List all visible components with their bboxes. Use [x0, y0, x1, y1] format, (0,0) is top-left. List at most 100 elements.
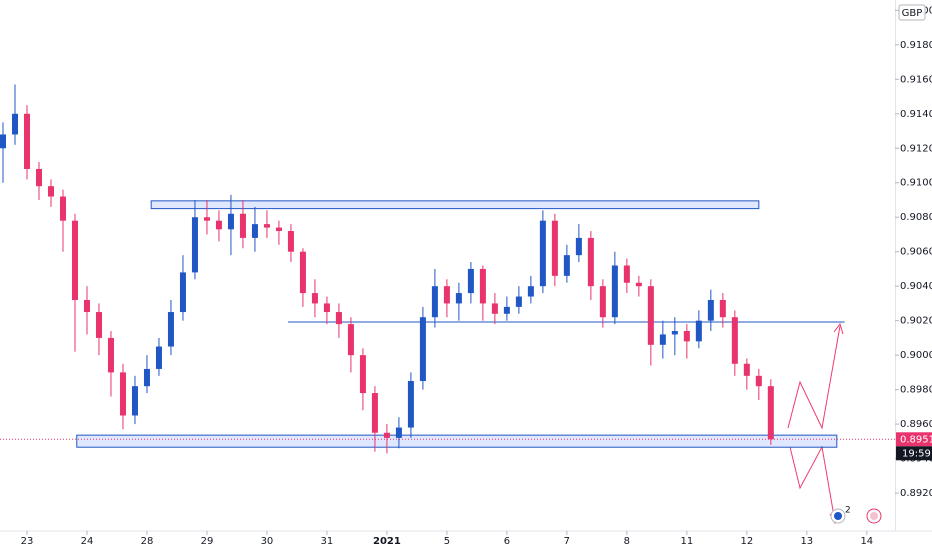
x-tick-label: 7	[564, 536, 570, 547]
x-tick-label: 11	[680, 536, 693, 547]
x-tick-label: 6	[504, 536, 510, 547]
candle-body	[455, 293, 462, 304]
candle-body	[755, 375, 762, 387]
currency-label: GBP	[902, 8, 923, 19]
x-tick-label: 8	[624, 536, 630, 547]
candle-body	[275, 227, 282, 232]
flag-icon-inner	[870, 512, 878, 520]
countdown-box	[896, 446, 932, 461]
candle-body	[419, 317, 426, 382]
candle-body	[23, 113, 30, 169]
candle-body	[479, 268, 486, 304]
candle-body	[71, 220, 78, 300]
candle-body	[371, 393, 378, 433]
x-tick-label: 12	[740, 536, 753, 547]
candle-body	[119, 372, 126, 416]
candle-body	[167, 312, 174, 347]
candle-body	[599, 286, 606, 318]
candle-body	[575, 237, 582, 256]
candle-body	[311, 293, 318, 304]
candle-body	[731, 317, 738, 364]
candle-body	[719, 299, 726, 318]
candle-body	[47, 186, 54, 197]
candle-body	[503, 306, 510, 314]
candle-body	[347, 324, 354, 356]
candle-body	[359, 355, 366, 394]
candle-body	[287, 231, 294, 252]
candle-body	[203, 217, 210, 221]
zone	[76, 434, 838, 448]
candle-body	[299, 251, 306, 294]
candle-body	[659, 334, 666, 345]
projection-down	[789, 445, 836, 523]
zone	[150, 200, 760, 210]
currency-box	[898, 4, 926, 21]
candle-body	[467, 268, 474, 294]
candle-body	[59, 196, 66, 221]
last-price-box	[896, 432, 932, 447]
x-tick-label: 30	[261, 536, 274, 547]
candle-body	[635, 282, 642, 287]
candle-body	[491, 303, 498, 314]
x-tick-label: 24	[81, 536, 94, 547]
candle-body	[191, 217, 198, 273]
countdown-label: 19:59	[902, 448, 931, 459]
candle-body	[227, 213, 234, 230]
event-count: 2	[845, 506, 851, 516]
candle-body	[263, 224, 270, 228]
event-icon-dot	[834, 512, 842, 520]
x-tick-label: 29	[201, 536, 214, 547]
x-tick-label: 14	[860, 536, 873, 547]
x-tick-label: 28	[141, 536, 154, 547]
candle-body	[671, 331, 678, 335]
x-tick-label: 5	[444, 536, 450, 547]
candle-body	[239, 213, 246, 238]
x-tick-label: 31	[321, 536, 334, 547]
candle-body	[695, 320, 702, 342]
candle-body	[563, 255, 570, 276]
arrow-head	[833, 322, 844, 335]
candle-body	[215, 220, 222, 230]
candle-body	[683, 331, 690, 342]
projection-up	[787, 325, 841, 430]
candle-body	[647, 286, 654, 345]
candle-body	[131, 386, 138, 416]
candle-body	[707, 299, 714, 321]
candle-body	[539, 220, 546, 287]
last-price-label: 0.89512	[900, 434, 932, 445]
candle-body	[767, 386, 774, 440]
candle-body	[251, 224, 258, 238]
candle-body	[107, 337, 114, 373]
candle-body	[611, 265, 618, 318]
candle-body	[179, 272, 186, 313]
candle-body	[323, 303, 330, 313]
candle-body	[587, 237, 594, 287]
candle-body	[143, 368, 150, 387]
candle-body	[551, 220, 558, 276]
candle-body	[527, 286, 534, 297]
y-tick-label: 0.91800	[900, 40, 932, 51]
x-tick-label: 2021	[373, 536, 401, 547]
candle-body	[623, 265, 630, 283]
x-tick-label: 23	[21, 536, 34, 547]
candle-body	[407, 381, 414, 428]
candle-body	[743, 363, 750, 376]
candle-body	[0, 134, 6, 149]
candle-body	[11, 113, 18, 135]
candle-body	[443, 286, 450, 304]
candle-body	[35, 168, 42, 187]
candle-body	[383, 432, 390, 438]
